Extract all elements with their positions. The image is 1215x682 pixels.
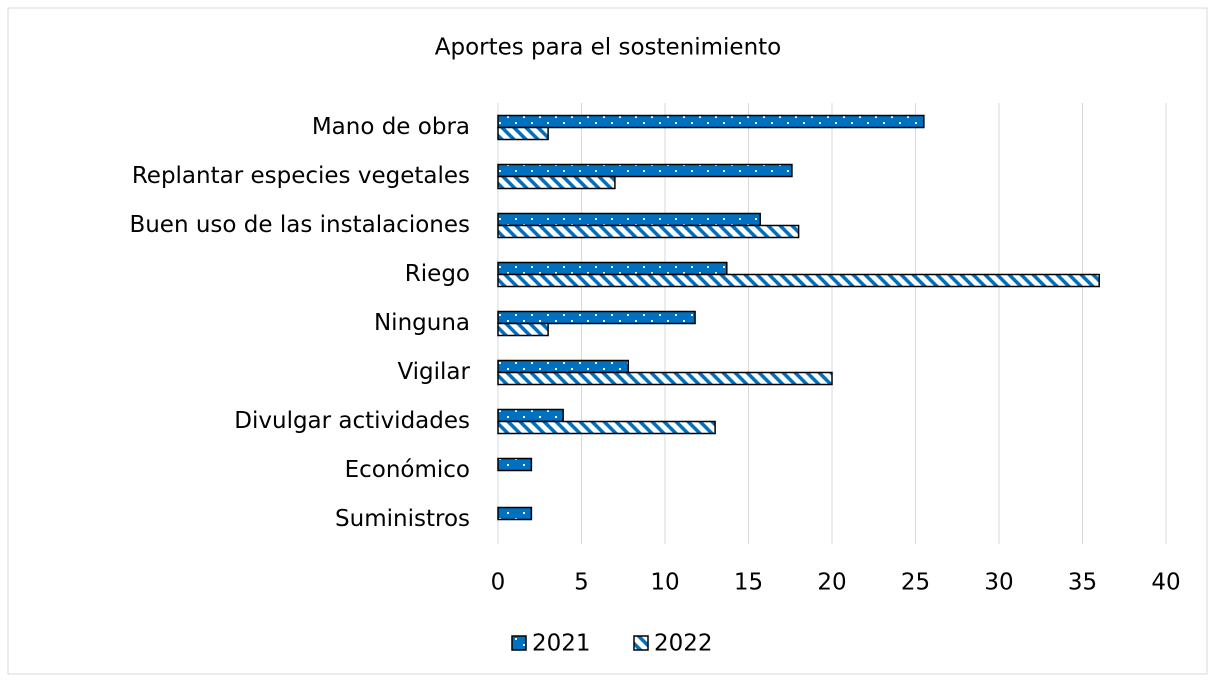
x-tick-label: 35 bbox=[1068, 570, 1097, 596]
y-tick-label: Ninguna bbox=[374, 310, 470, 336]
legend-swatch bbox=[511, 635, 527, 651]
x-tick-label: 10 bbox=[650, 570, 679, 596]
legend-label: 2021 bbox=[532, 631, 591, 657]
y-tick-label: Suministros bbox=[335, 506, 470, 532]
bar bbox=[497, 212, 761, 227]
bar bbox=[497, 224, 800, 239]
y-tick-label: Replantar especies vegetales bbox=[132, 163, 470, 189]
bar bbox=[497, 322, 549, 337]
chart-border bbox=[7, 7, 1208, 675]
x-tick-label: 30 bbox=[984, 570, 1013, 596]
bar bbox=[497, 506, 533, 521]
y-tick-label: Económico bbox=[345, 457, 470, 483]
y-tick-label: Mano de obra bbox=[312, 114, 470, 140]
legend-label: 2022 bbox=[654, 631, 713, 657]
bar bbox=[497, 359, 630, 374]
bar bbox=[497, 310, 696, 325]
bar bbox=[497, 457, 533, 472]
bar bbox=[497, 175, 616, 190]
bar bbox=[497, 126, 549, 141]
x-tick-label: 5 bbox=[574, 570, 589, 596]
x-tick-label: 20 bbox=[817, 570, 846, 596]
bar bbox=[497, 371, 833, 386]
legend-swatch bbox=[633, 635, 649, 651]
x-tick-label: 40 bbox=[1151, 570, 1180, 596]
bar bbox=[497, 114, 925, 129]
x-tick-label: 0 bbox=[491, 570, 506, 596]
y-tick-label: Buen uso de las instalaciones bbox=[129, 212, 470, 238]
chart-title: Aportes para el sostenimiento bbox=[435, 35, 782, 61]
bar bbox=[497, 261, 728, 276]
x-tick-label: 25 bbox=[901, 570, 930, 596]
y-tick-label: Vigilar bbox=[397, 359, 470, 385]
bar bbox=[497, 163, 793, 178]
y-tick-label: Divulgar actividades bbox=[234, 408, 470, 434]
bar bbox=[497, 420, 716, 435]
x-tick-label: 15 bbox=[734, 570, 763, 596]
y-tick-label: Riego bbox=[405, 261, 470, 287]
bar bbox=[497, 273, 1100, 288]
bar bbox=[497, 408, 564, 423]
